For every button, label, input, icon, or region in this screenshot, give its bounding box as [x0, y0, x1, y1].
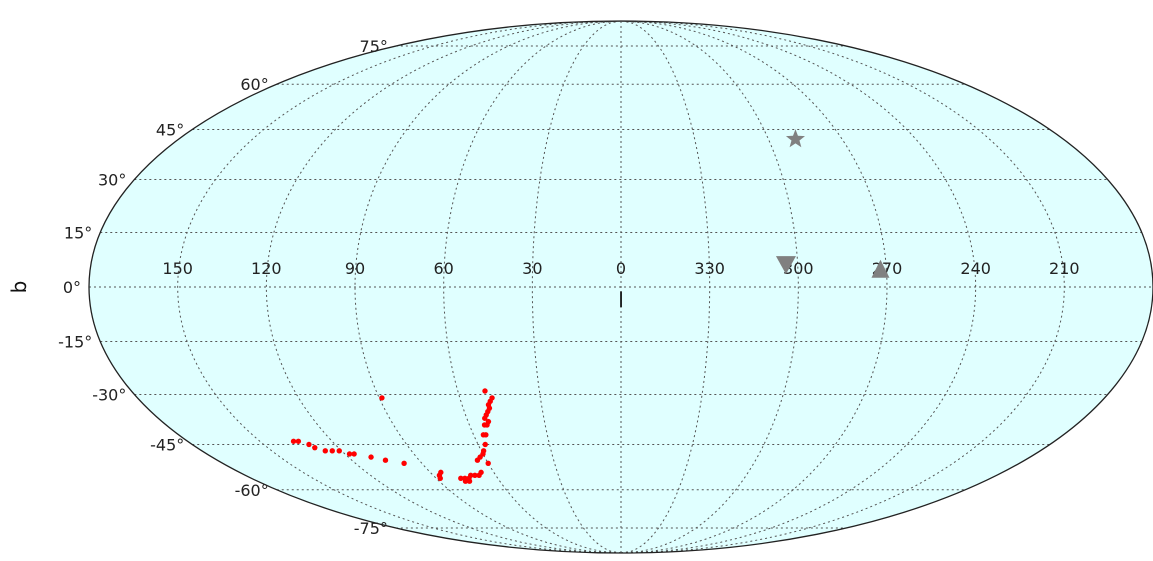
longitude-tick-label: 60	[433, 259, 453, 278]
longitude-tick-label: 150	[162, 259, 193, 278]
longitude-tick-label: 0	[616, 259, 626, 278]
source-point	[306, 441, 312, 448]
sky-boundary	[88, 20, 1153, 554]
source-point	[437, 475, 443, 481]
star-marker	[785, 129, 805, 148]
meridian-line	[620, 20, 711, 554]
meridian-line	[620, 20, 1065, 554]
source-point	[466, 478, 473, 484]
source-point	[351, 451, 357, 457]
source-point	[485, 460, 491, 466]
latitude-tick-label: -60°	[235, 481, 269, 500]
longitude-tick-label: 330	[694, 259, 725, 278]
y-axis-label: b	[7, 281, 31, 294]
latitude-tick-label: 45°	[156, 121, 184, 140]
longitude-tick-label: 30	[522, 259, 542, 278]
longitude-tick-label: 240	[960, 259, 991, 278]
meridian-line	[265, 20, 622, 554]
latitude-tick-label: 30°	[98, 171, 126, 190]
graticule	[89, 20, 1153, 554]
source-point	[476, 472, 482, 479]
source-point	[382, 457, 389, 463]
source-point	[295, 438, 302, 444]
source-point	[312, 444, 318, 451]
source-point	[482, 441, 488, 448]
longitude-tick-labels: 150 120 90 60 30 0 330 300 270 240 210	[162, 259, 1079, 278]
triangle-down-marker	[775, 256, 796, 275]
meridian-line	[620, 20, 799, 554]
longitude-tick-label: 120	[251, 259, 282, 278]
source-point	[482, 388, 488, 394]
source-point	[462, 478, 469, 484]
latitude-tick-label: -45°	[150, 435, 184, 454]
meridian-line	[531, 20, 622, 554]
latitude-tick-labels: 75° 60° 45° 30° 15° 0° -15° -30° -45° -60° -75°	[58, 37, 388, 538]
source-point	[346, 451, 353, 457]
data-points	[290, 129, 890, 484]
triangle-up-marker	[871, 259, 890, 278]
source-point	[368, 454, 374, 460]
source-point	[458, 475, 464, 481]
latitude-tick-label: 75°	[360, 37, 388, 56]
x-axis-label: l	[618, 288, 624, 312]
source-point	[474, 457, 481, 463]
latitude-tick-label: 0°	[63, 278, 81, 297]
latitude-tick-label: 15°	[64, 224, 92, 243]
latitude-tick-label: -30°	[92, 385, 126, 404]
longitude-tick-label: 90	[345, 259, 365, 278]
source-point	[484, 422, 490, 428]
source-point	[329, 448, 335, 454]
meridian-line	[620, 20, 977, 554]
source-point	[290, 438, 297, 444]
source-point	[480, 432, 487, 438]
source-point	[472, 472, 478, 479]
longitude-tick-label: 210	[1049, 259, 1080, 278]
source-point	[322, 448, 328, 454]
meridian-line	[177, 20, 622, 554]
source-point	[401, 460, 407, 466]
latitude-tick-label: -15°	[58, 332, 92, 351]
meridian-line	[443, 20, 622, 554]
source-point	[482, 415, 488, 421]
source-point	[336, 448, 342, 454]
source-point	[379, 395, 385, 401]
latitude-tick-label: 60°	[240, 75, 268, 94]
latitude-tick-label: -75°	[354, 519, 388, 538]
